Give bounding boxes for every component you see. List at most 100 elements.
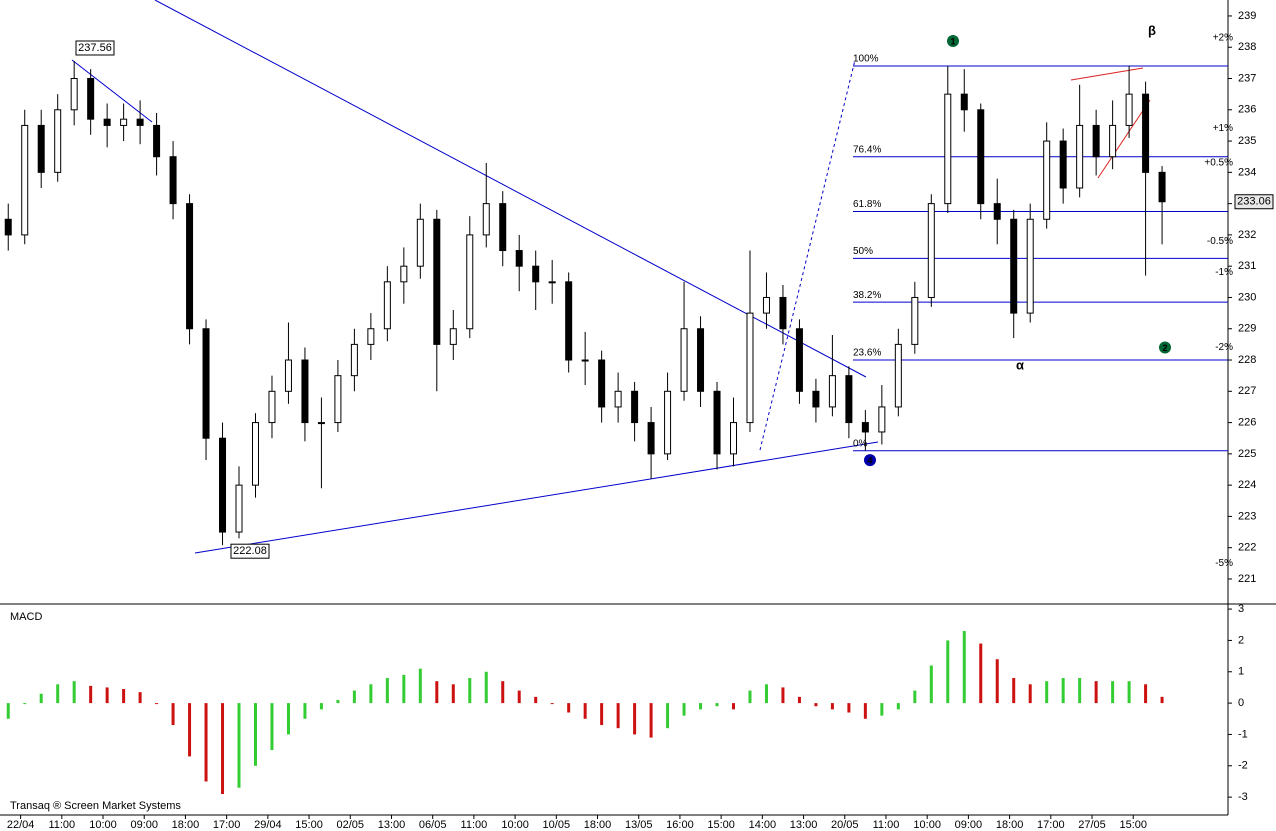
macd-bar: [39, 693, 43, 704]
candle-body: [730, 422, 738, 455]
macd-bar: [303, 703, 307, 719]
macd-bar: [89, 685, 93, 704]
fib-label: 23.6%: [853, 348, 881, 359]
candle-body: [367, 328, 375, 345]
candle-body: [4, 218, 12, 236]
candle-body: [1010, 218, 1018, 314]
candle-body: [21, 124, 29, 236]
macd-bar: [171, 703, 175, 726]
fib-label: 0%: [853, 438, 868, 449]
y-tick-label: 0: [1238, 697, 1244, 709]
candle-body: [37, 124, 45, 173]
candle-body: [680, 328, 688, 392]
macd-bar: [204, 703, 208, 782]
price-label-box: [1234, 194, 1274, 210]
candle-body: [664, 390, 672, 455]
macd-bar: [616, 703, 620, 729]
macd-bar: [748, 690, 752, 704]
macd-bar: [962, 631, 966, 704]
macd-bar: [1078, 678, 1082, 704]
candle-body: [1026, 218, 1034, 314]
candle-body: [54, 109, 62, 173]
wave-marker: [947, 34, 959, 47]
x-tick-label: 16:00: [666, 819, 694, 831]
candle-body: [400, 265, 408, 283]
x-tick-label: 13/05: [625, 819, 653, 831]
macd-bar: [105, 687, 109, 704]
trend-line: [71, 59, 153, 123]
fib-anchor-line: [759, 59, 856, 451]
candle-body: [87, 78, 95, 120]
price-label: 222.08: [233, 545, 267, 557]
macd-bar: [764, 684, 768, 704]
x-tick-label: 15:00: [295, 819, 323, 831]
candle-body: [614, 390, 622, 408]
macd-bar: [402, 674, 406, 704]
macd-bar: [946, 640, 950, 704]
y-tick-label: 231: [1238, 260, 1256, 272]
fib-label: 61.8%: [853, 199, 881, 210]
macd-bar: [715, 703, 719, 707]
macd-bar: [517, 690, 521, 704]
macd-bar: [929, 665, 933, 704]
x-tick-label: 15:00: [1119, 819, 1147, 831]
macd-bar: [352, 690, 356, 704]
macd-bar: [155, 703, 159, 705]
x-tick-label: 11:00: [873, 819, 900, 831]
wave-marker: [1159, 341, 1171, 354]
y-tick-label: -2: [1238, 760, 1248, 772]
x-tick-label: 18:00: [172, 819, 200, 831]
candle-body: [186, 203, 194, 330]
x-tick-label: 20/05: [831, 819, 859, 831]
y-tick-label: 239: [1238, 10, 1256, 22]
macd-bar: [319, 703, 323, 710]
macd-bar: [1012, 678, 1016, 704]
candle-body: [1158, 171, 1166, 203]
x-tick-label: 10/05: [543, 819, 571, 831]
macd-bar: [6, 703, 10, 719]
candle-body: [235, 484, 243, 533]
candle-body: [219, 437, 227, 533]
x-tick-label: 13:00: [378, 819, 406, 831]
macd-bar: [336, 699, 340, 704]
y-tick-label: 223: [1238, 510, 1256, 522]
trend-line: [194, 441, 879, 554]
candle-body: [1125, 93, 1133, 126]
macd-bar: [682, 703, 686, 716]
macd-bar: [435, 681, 439, 704]
macd-bar: [633, 703, 637, 735]
macd-bar: [270, 703, 274, 751]
y-tick-label: 1: [1238, 666, 1244, 678]
percent-label: -0.5%: [1207, 236, 1233, 247]
macd-bar: [1045, 681, 1049, 704]
x-tick-label: 09:00: [955, 819, 983, 831]
x-tick-label: 17:00: [1037, 819, 1065, 831]
y-tick-label: 235: [1238, 135, 1256, 147]
macd-bar: [23, 703, 27, 705]
candle-body: [762, 296, 770, 314]
candle-body: [993, 203, 1001, 220]
candle-body: [861, 422, 869, 433]
macd-bar: [418, 668, 422, 704]
y-tick-label: 232: [1238, 229, 1256, 241]
macd-bar: [385, 678, 389, 704]
y-tick-label: 237: [1238, 72, 1256, 84]
footer: Transaq ® Screen Market Systems: [10, 800, 181, 812]
candle-body: [70, 78, 78, 111]
candle-body: [828, 375, 836, 408]
y-tick-label: 229: [1238, 323, 1256, 335]
macd-bar: [863, 703, 867, 719]
wave-label: 2: [1162, 343, 1167, 353]
wave-label: 4: [867, 455, 872, 465]
candle-body: [1043, 140, 1051, 220]
candle-body: [697, 328, 705, 392]
y-tick-label: 227: [1238, 385, 1256, 397]
macd-bar: [781, 687, 785, 704]
candle-body: [383, 281, 391, 330]
x-tick-label: 17:00: [213, 819, 241, 831]
x-tick-label: 13:00: [790, 819, 818, 831]
x-tick-label: 29/04: [254, 819, 282, 831]
macd-bar: [600, 703, 604, 726]
candle-body: [845, 375, 853, 424]
candle-body: [598, 359, 606, 408]
